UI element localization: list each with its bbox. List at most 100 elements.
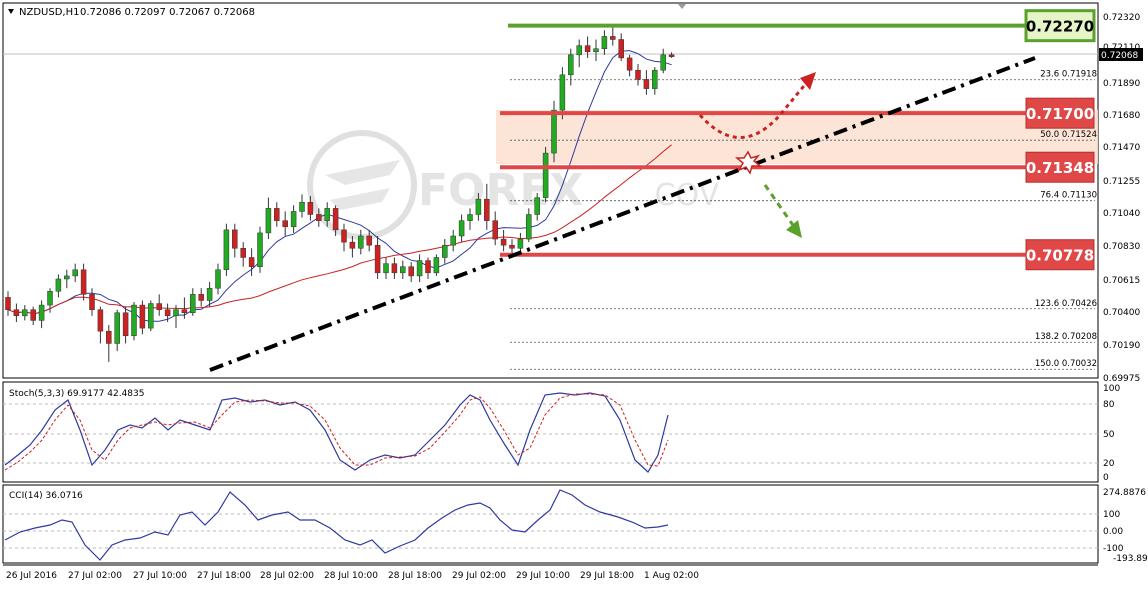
candle-body: [72, 269, 78, 277]
fib-label: 138.2 0.70208: [1035, 332, 1097, 342]
candle: [232, 223, 238, 258]
ma-slow-line: [7, 144, 672, 315]
candle-body: [181, 309, 188, 314]
price-tick: 0.71255: [1103, 177, 1140, 187]
candle: [458, 214, 465, 243]
stoch-axis-tick: 50: [1103, 430, 1115, 440]
main-panel-frame: [2, 2, 1099, 379]
candle: [542, 146, 549, 203]
price-tick: 0.71890: [1103, 79, 1140, 89]
level-price-box: [1025, 97, 1095, 129]
candle: [324, 202, 330, 227]
candle-body: [366, 235, 372, 246]
price-tick: 0.70830: [1103, 242, 1140, 252]
supply-demand-zone: [496, 110, 1098, 164]
stoch-panel: Stoch(5,3,3) 69.9177 42.4835 100 80 50 2…: [3, 384, 1120, 483]
candle: [265, 197, 272, 240]
key-levels: 0.72270 0.71700 0.71348 0.70778: [500, 9, 1096, 271]
candle-body: [316, 214, 322, 221]
candle-body: [106, 330, 112, 344]
symbol-dropdown-icon[interactable]: [8, 9, 14, 14]
bullish-scenario-arrow: [698, 75, 814, 139]
time-tick: 29 Jul 02:00: [452, 571, 506, 581]
candle: [64, 269, 70, 289]
candle: [257, 226, 263, 273]
price-tick: 0.71680: [1103, 111, 1140, 121]
candle-body: [584, 45, 591, 53]
bearish-scenario-arrow: [763, 184, 797, 229]
candle-body: [551, 109, 557, 154]
watermark-logo: FOREX .COV: [307, 130, 720, 240]
candle: [358, 229, 364, 255]
candle-body: [475, 198, 482, 215]
candle-body: [610, 36, 616, 40]
candle-body: [282, 220, 288, 228]
candle: [5, 291, 11, 316]
candle-body: [509, 244, 515, 249]
candles: [5, 27, 675, 362]
uptrend-line[interactable]: [209, 56, 1036, 372]
candle-body: [299, 201, 305, 212]
candle: [576, 39, 582, 68]
price-tick: 0.71470: [1103, 143, 1140, 153]
level-price-label: 0.71700: [1026, 105, 1094, 123]
stoch-axis-tick: 20: [1103, 459, 1115, 469]
candle-body: [156, 303, 162, 310]
candle-body: [559, 74, 566, 111]
candle: [22, 305, 28, 321]
candle: [55, 274, 62, 298]
candle-body: [148, 303, 154, 329]
level-price-label: 0.71348: [1026, 159, 1094, 177]
candle-body: [190, 294, 196, 314]
candle: [97, 306, 104, 344]
candle-body: [442, 244, 448, 258]
candle-body: [223, 229, 230, 271]
candle: [206, 282, 213, 307]
candle: [240, 242, 246, 267]
candle-body: [467, 214, 473, 221]
candle-body: [131, 304, 137, 337]
candle: [383, 257, 389, 279]
candle: [139, 300, 146, 335]
fib-label: 23.6 0.71918: [1040, 70, 1097, 80]
candle: [425, 257, 431, 279]
candle-body: [257, 232, 263, 267]
candle: [584, 36, 591, 58]
candle-body: [341, 229, 347, 243]
price-axis: 0.72320 0.72110 0.71890 0.71680 0.71470 …: [1103, 13, 1140, 384]
ohlc-readout: 0.72086 0.72097 0.72067 0.72068: [80, 7, 255, 18]
scroll-marker-icon[interactable]: [678, 4, 686, 9]
candle-body: [198, 294, 204, 301]
stoch-panel-frame: [2, 381, 1099, 483]
candle-body: [374, 244, 381, 274]
candle-body: [80, 269, 87, 295]
candle: [526, 208, 532, 243]
price-tick: 0.70190: [1103, 341, 1140, 351]
time-tick: 29 Jul 18:00: [580, 571, 634, 581]
candle-body: [526, 214, 532, 240]
candle: [13, 303, 20, 322]
candle-body: [593, 48, 599, 53]
time-tick: 28 Jul 18:00: [388, 571, 442, 581]
candle: [30, 306, 36, 326]
candle: [400, 260, 406, 279]
candle-body: [416, 260, 423, 277]
stoch-axis-tick: 100: [1103, 384, 1120, 394]
candle-body: [618, 39, 624, 59]
candle: [47, 288, 53, 313]
candle-body: [139, 304, 146, 329]
fib-label: 150.0 0.70032: [1035, 359, 1097, 369]
bearish-arrow-head: [786, 220, 802, 238]
stoch-main-line: [4, 392, 669, 473]
candle: [341, 223, 347, 252]
candle: [568, 48, 574, 86]
candle: [248, 248, 255, 276]
candle-body: [274, 208, 280, 221]
candle-body: [500, 238, 507, 246]
candle: [38, 300, 45, 329]
time-tick: 1 Aug 02:00: [644, 571, 699, 581]
candle: [635, 64, 641, 86]
candle: [156, 294, 162, 316]
candle: [316, 208, 322, 227]
